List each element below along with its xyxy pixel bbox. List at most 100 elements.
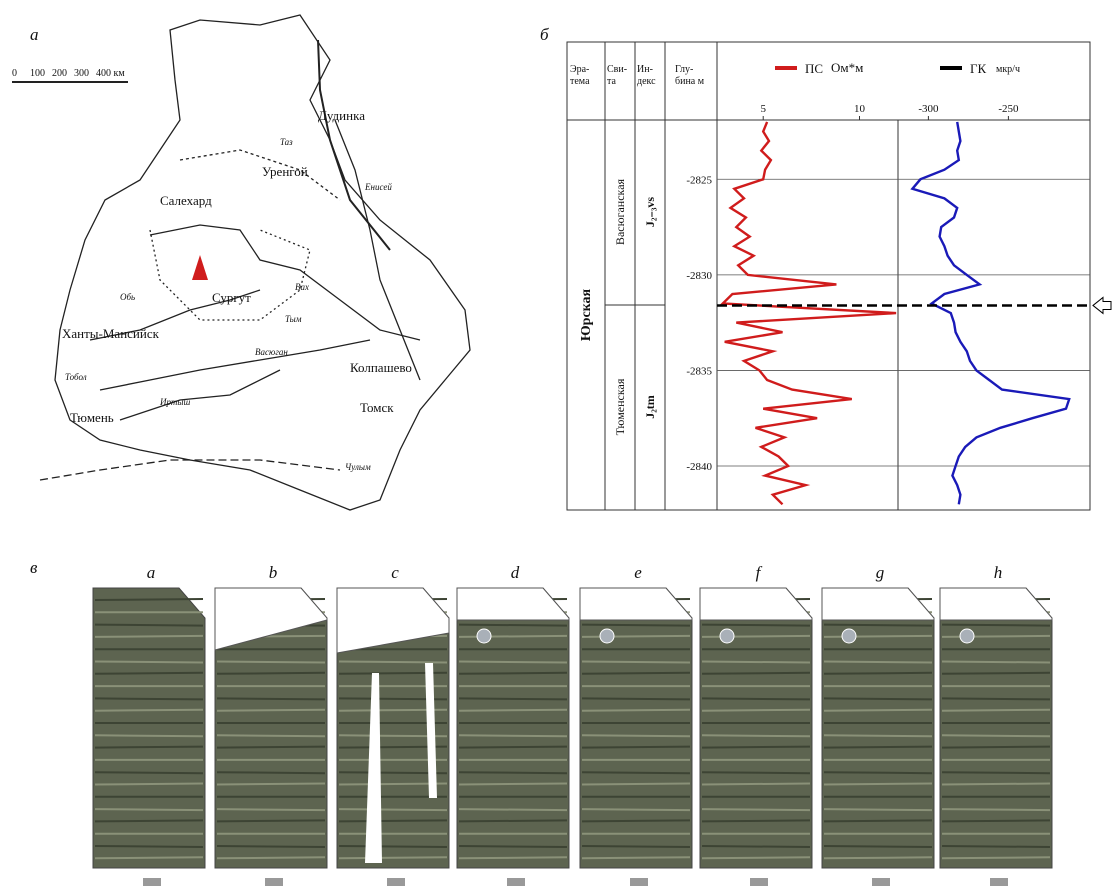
core-cut	[822, 588, 934, 620]
core-lamina	[459, 625, 567, 626]
core-label: g	[876, 563, 885, 582]
core-lamina	[582, 846, 690, 847]
river-name: Таз	[280, 137, 293, 147]
core-lamina	[824, 846, 932, 847]
core-spot	[477, 629, 491, 643]
map	[40, 15, 470, 510]
place-name: Уренгой	[262, 164, 308, 179]
core-lamina	[702, 735, 810, 736]
place-name: Колпашево	[350, 360, 412, 375]
suite-name: Васюганская	[613, 178, 627, 245]
core-lamina	[95, 662, 203, 663]
core-lamina	[217, 662, 325, 663]
depth-tick-label: -2840	[686, 461, 712, 473]
core-lamina	[95, 710, 203, 711]
legend-unit: Ом*м	[831, 60, 863, 75]
core-lamina	[95, 857, 203, 858]
core-lamina	[824, 747, 932, 748]
core-lamina	[459, 820, 567, 821]
core-cut	[700, 588, 812, 620]
core-photo	[93, 588, 205, 868]
core-lamina	[459, 809, 567, 810]
figure: а б в 0100200300400 кмДудинкаСалехардУре…	[0, 0, 1113, 886]
depth-tick-label: -2825	[686, 174, 712, 186]
core-lamina	[702, 673, 810, 674]
core-lamina	[702, 710, 810, 711]
core-lamina	[95, 747, 203, 748]
core-lamina	[702, 857, 810, 858]
core-lamina	[824, 625, 932, 626]
core-lamina	[702, 636, 810, 637]
core-lamina	[824, 857, 932, 858]
core-scale-tick	[990, 878, 1008, 886]
core-lamina	[702, 784, 810, 785]
core-lamina	[942, 735, 1050, 736]
suite-name: Тюменская	[613, 378, 627, 435]
place-name: Салехард	[160, 193, 212, 208]
core-lamina	[217, 735, 325, 736]
core-photo	[457, 588, 569, 868]
study-site-marker	[192, 255, 208, 280]
core-label: c	[391, 563, 399, 582]
core-lamina	[459, 784, 567, 785]
core-label: a	[147, 563, 156, 582]
core-lamina	[582, 662, 690, 663]
core-lamina	[824, 636, 932, 637]
place-name: Томск	[360, 400, 394, 415]
core-lamina	[942, 784, 1050, 785]
depth-tick-label: -2835	[686, 365, 712, 377]
scale-label: 100	[30, 68, 45, 79]
core-scale-tick	[630, 878, 648, 886]
core-lamina	[339, 809, 447, 810]
core-lamina	[942, 710, 1050, 711]
core-lamina	[582, 772, 690, 773]
figure-canvas: а б в 0100200300400 кмДудинкаСалехардУре…	[0, 0, 1113, 886]
core-scale-tick	[507, 878, 525, 886]
core-lamina	[702, 846, 810, 847]
core-scale-tick	[265, 878, 283, 886]
core-lamina	[942, 747, 1050, 748]
core-lamina	[95, 673, 203, 674]
core-spot	[600, 629, 614, 643]
core-cut	[580, 588, 692, 620]
core-lamina	[582, 784, 690, 785]
core-lamina	[702, 698, 810, 699]
core-lamina	[217, 857, 325, 858]
era-label: Юрская	[579, 288, 594, 341]
x-tick-label: 5	[760, 103, 766, 115]
river-name: Иртыш	[159, 397, 190, 407]
scale-label: 300	[74, 68, 89, 79]
core-lamina	[824, 772, 932, 773]
core-lamina	[942, 809, 1050, 810]
core-lamina	[95, 698, 203, 699]
place-name: Тюмень	[70, 410, 114, 425]
river-name: Тым	[285, 314, 302, 324]
core-label: e	[634, 563, 642, 582]
header-label: Сви-та	[607, 64, 627, 87]
core-lamina	[824, 809, 932, 810]
panel-label: а	[30, 25, 39, 44]
core-lamina	[217, 820, 325, 821]
x-tick-label: -300	[918, 103, 939, 115]
legend-unit: мкр/ч	[996, 64, 1020, 75]
place-name: Сургут	[212, 290, 251, 305]
core-lamina	[217, 673, 325, 674]
core-photo	[580, 588, 692, 868]
core-lamina	[702, 809, 810, 810]
core-lamina	[459, 857, 567, 858]
core-photo	[940, 588, 1052, 868]
x-tick-label: -250	[998, 103, 1019, 115]
core-lamina	[824, 784, 932, 785]
core-lamina	[459, 662, 567, 663]
core-spot	[960, 629, 974, 643]
core-photo	[822, 588, 934, 868]
core-label: h	[994, 563, 1003, 582]
core-lamina	[582, 820, 690, 821]
core-lamina	[95, 809, 203, 810]
core-lamina	[95, 636, 203, 637]
core-lamina	[217, 809, 325, 810]
panel-label: б	[540, 25, 549, 44]
core-lamina	[217, 846, 325, 847]
core-scale-tick	[872, 878, 890, 886]
header-label: Эра-тема	[570, 64, 590, 87]
